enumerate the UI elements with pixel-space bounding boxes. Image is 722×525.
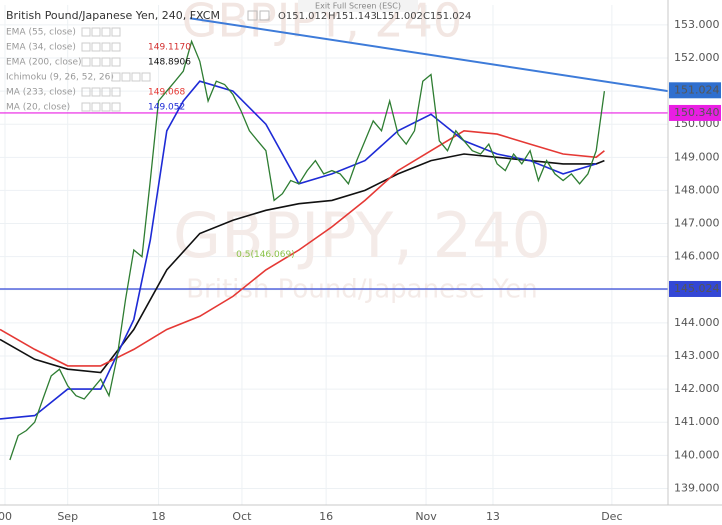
legend-icon (111, 57, 121, 67)
ohlc-value: H151.143 (328, 11, 377, 22)
legend-icon (81, 87, 91, 97)
legend-value: 148.8906 (148, 58, 191, 68)
legend-icon (141, 72, 151, 82)
price-line (9, 39, 606, 461)
y-tick-label: 140.000 (674, 448, 720, 461)
legend-entry: MA (20, close) (6, 103, 70, 113)
legend-icon (81, 102, 91, 112)
y-tick-label: 152.000 (674, 51, 720, 64)
axes: 139.000 140.000 141.000 142.000 143.000 144.0… (0, 18, 721, 523)
price-tag-label: 151.024 (674, 83, 720, 96)
legend-icon (111, 42, 121, 52)
y-tick-label: 147.000 (674, 217, 720, 230)
y-tick-label: 153.000 (674, 18, 720, 31)
legend-entry: EMA (55, close) (6, 28, 76, 38)
legend-icon (247, 10, 258, 21)
legend-icon (91, 102, 101, 112)
legend-icon (131, 72, 141, 82)
y-tick-label: 146.000 (674, 250, 720, 263)
legend-icon (259, 10, 270, 21)
x-tick-label: 16 (319, 510, 333, 523)
legend-icon (101, 42, 111, 52)
x-tick-label: Nov (415, 510, 437, 523)
legend-icon (81, 27, 91, 37)
legend-icon (101, 27, 111, 37)
y-tick-label: 148.000 (674, 183, 720, 196)
x-tick-label: 13 (486, 510, 500, 523)
legend: British Pound/Japanese Yen, 240, FXCM O15… (6, 9, 471, 113)
legend-icon (111, 102, 121, 112)
price-tag-label: 145.024 (674, 282, 720, 295)
legend-icon (111, 72, 121, 82)
legend-icon (91, 57, 101, 67)
legend-icon (101, 102, 111, 112)
chart-title: British Pound/Japanese Yen, 240, FXCM (6, 9, 220, 22)
legend-entry: EMA (34, close) (6, 43, 76, 53)
ohlc-value: C151.024 (423, 11, 471, 22)
y-tick-label: 143.000 (674, 349, 720, 362)
y-tick-label: 144.000 (674, 316, 720, 329)
legend-value: 149.068 (148, 88, 185, 98)
plot: 0.5(146.069) (0, 17, 669, 461)
grid (0, 5, 668, 505)
ohlc-value: O151.012 (278, 11, 327, 22)
price-tag-label: 150.340 (674, 106, 720, 119)
y-tick-label: 149.000 (674, 150, 720, 163)
x-tick-label: Oct (232, 510, 252, 523)
legend-icon (91, 87, 101, 97)
x-tick-label: 18 (152, 510, 166, 523)
price-tag (669, 82, 721, 99)
annotation: 0.5(146.069) (236, 250, 295, 260)
x-tick-label: Sep (57, 510, 78, 523)
legend-value: 149.1170 (148, 43, 191, 53)
legend-entry: MA (233, close) (6, 88, 76, 98)
trendline (189, 17, 669, 93)
y-tick-label: 141.000 (674, 415, 720, 428)
legend-icon (81, 57, 91, 67)
legend-icon (91, 42, 101, 52)
legend-icon (101, 87, 111, 97)
ohlc-value: L151.002 (376, 11, 423, 22)
watermark: GBPJPY, 240 (173, 199, 551, 272)
legend-icon (81, 42, 91, 52)
x-tick-label: Dec (601, 510, 622, 523)
y-tick-label: 139.000 (674, 481, 720, 494)
price-tag (669, 280, 721, 297)
legend-icon (111, 27, 121, 37)
legend-icon (91, 27, 101, 37)
legend-icon (101, 57, 111, 67)
indicator-line (0, 129, 605, 367)
legend-entry: EMA (200, close) (6, 58, 82, 68)
indicator-line (0, 80, 597, 420)
x-tick-label: 00 (0, 510, 12, 523)
legend-entry: Ichimoku (9, 26, 52, 26) (6, 73, 114, 83)
exit-fullscreen[interactable] (298, 0, 418, 12)
exit-fullscreen-label[interactable]: Exit Full Screen (ESC) (315, 2, 401, 11)
legend-icon (111, 87, 121, 97)
price-tag (669, 104, 721, 121)
y-tick-label: 142.000 (674, 382, 720, 395)
legend-icon (121, 72, 131, 82)
legend-value: 149.052 (148, 103, 185, 113)
